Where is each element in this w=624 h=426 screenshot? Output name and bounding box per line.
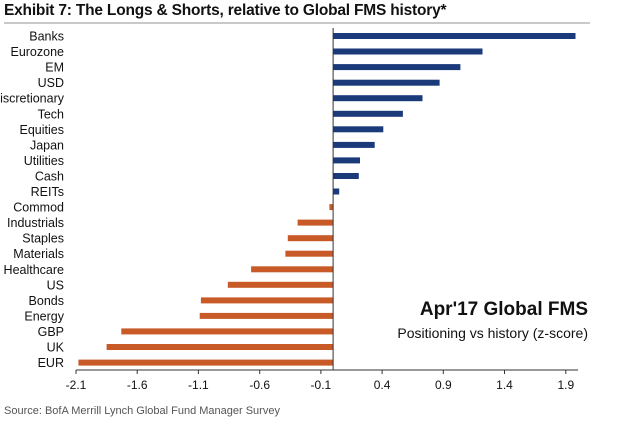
bar-banks — [333, 33, 576, 39]
bar-japan — [333, 141, 375, 148]
x-tick-label: -2.1 — [66, 378, 87, 392]
category-label: Healthcare — [4, 263, 64, 277]
bar-us — [227, 281, 334, 288]
annotation-title: Apr'17 Global FMS — [420, 299, 588, 320]
source-note: Source: BofA Merrill Lynch Global Fund M… — [4, 405, 280, 417]
bar-reits — [333, 188, 340, 195]
category-label: Japan — [30, 138, 64, 152]
title-divider — [4, 22, 590, 24]
bar-materials — [285, 250, 334, 257]
category-label: Bonds — [29, 294, 64, 308]
bar-industrials — [297, 219, 334, 226]
category-label: REITs — [31, 185, 64, 199]
category-label: EUR — [38, 356, 64, 370]
x-tick-label: 0.4 — [374, 378, 391, 392]
category-label: Utilities — [24, 154, 64, 168]
bar-energy — [199, 312, 334, 319]
category-label: Materials — [13, 247, 64, 261]
x-ticks: -2.1 -1.6 -1.1 -0.6 -0.1 0.4 0.9 1.4 1.9 — [66, 370, 574, 392]
bar-commod — [329, 204, 334, 211]
category-label: Eurozone — [10, 45, 64, 59]
category-label: EM — [45, 61, 64, 75]
bar-gbp — [121, 328, 334, 335]
bar-equities — [333, 126, 384, 133]
bar-bonds — [200, 297, 334, 304]
x-tick-label: -1.1 — [188, 378, 209, 392]
x-tick-label: -0.6 — [249, 378, 270, 392]
category-label: UK — [47, 341, 65, 355]
bars-group — [78, 33, 576, 366]
category-label: Cash — [35, 170, 64, 184]
x-tick-label: -0.1 — [311, 378, 332, 392]
bar-eurozone — [333, 48, 483, 55]
bar-tech — [333, 110, 403, 117]
category-label: Banks — [29, 30, 64, 44]
bar-uk — [106, 344, 334, 350]
category-label: Staples — [22, 232, 64, 246]
bar-cash — [333, 173, 359, 179]
category-label: Energy — [24, 309, 64, 323]
category-label: Tech — [38, 107, 64, 121]
bar-utilities — [333, 157, 360, 164]
chart-title: Exhibit 7: The Longs & Shorts, relative … — [4, 2, 447, 19]
x-tick-label: 0.9 — [435, 378, 452, 392]
category-label: GBP — [38, 325, 64, 339]
bar-eur — [78, 359, 334, 366]
x-tick-label: -1.6 — [127, 378, 148, 392]
bar-discretionary — [333, 95, 423, 102]
category-label: Industrials — [7, 216, 64, 230]
category-label: Equities — [20, 123, 64, 137]
x-tick-label: 1.4 — [496, 378, 513, 392]
category-label: US — [47, 278, 64, 292]
category-label: Commod — [13, 201, 64, 215]
category-label: USD — [38, 76, 64, 90]
bar-staples — [287, 235, 334, 242]
bar-em — [333, 64, 461, 71]
x-tick-label: 1.9 — [557, 378, 574, 392]
bar-healthcare — [251, 266, 334, 273]
annotation-subtitle: Positioning vs history (z-score) — [397, 325, 588, 341]
bar-usd — [333, 79, 440, 86]
